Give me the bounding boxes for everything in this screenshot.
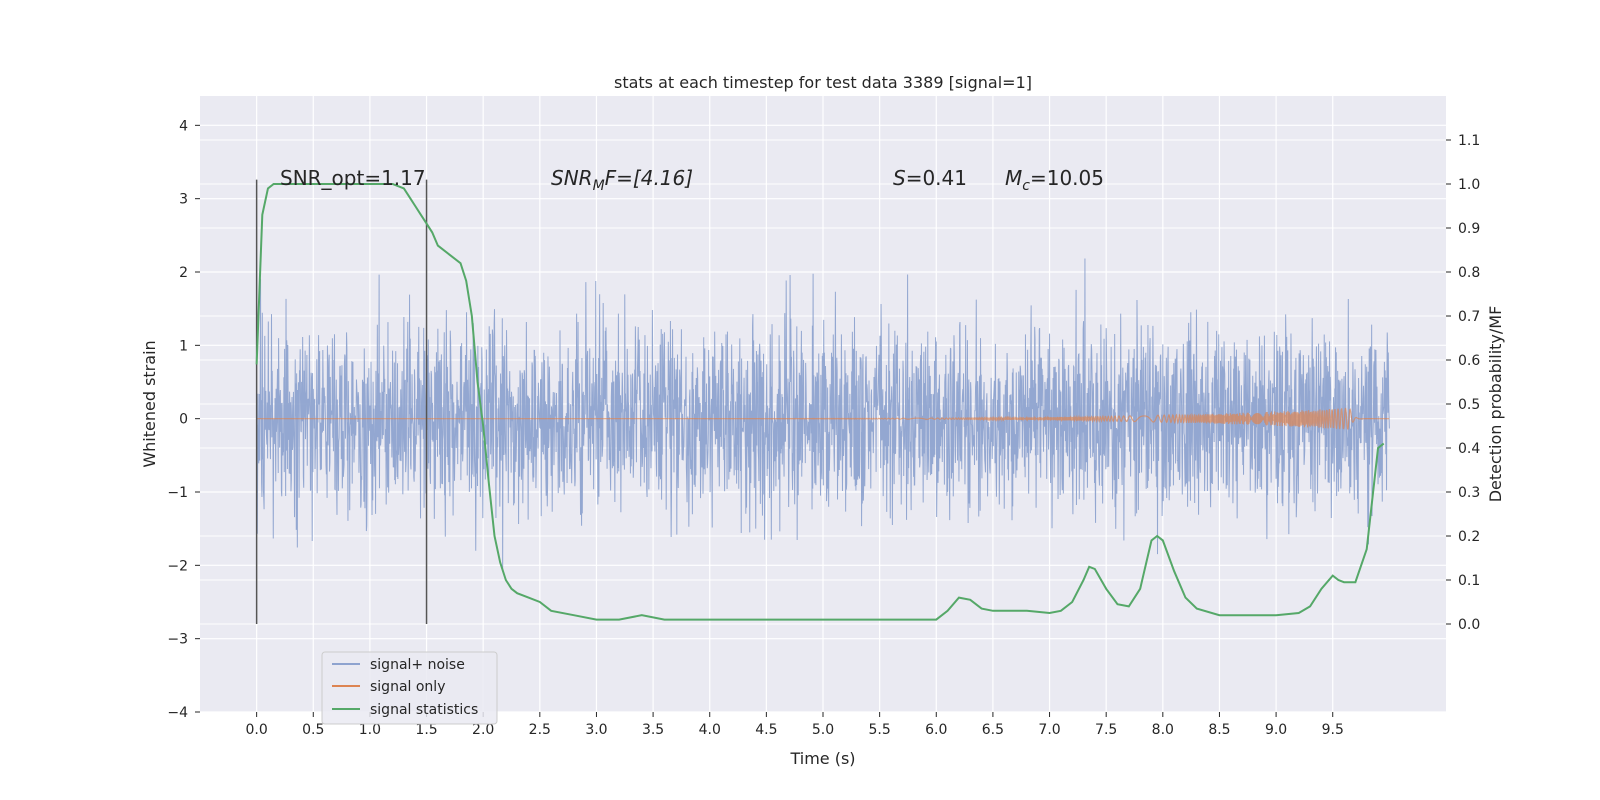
x-axis-label: Time (s) (789, 749, 855, 768)
x-tick-label: 6.0 (925, 722, 947, 738)
y-right-tick-label: 1.1 (1458, 133, 1480, 149)
annotation-s-symbol: S (893, 166, 906, 190)
x-tick-label: 1.5 (415, 722, 437, 738)
annotation-snr-mf: SNRMF=[4.16] (551, 166, 693, 194)
x-tick-label: 2.0 (472, 722, 494, 738)
y-right-tick-label: 0.2 (1458, 529, 1480, 545)
y-right-tick-label: 1.0 (1458, 177, 1480, 193)
x-tick-label: 5.5 (869, 722, 891, 738)
noise-trace (256, 258, 1390, 570)
ticks: 0.0 0.5 1.0 1.5 2.0 2.5 3.0 3.5 4.0 4.5 5.0 5.5 6.0 6… (167, 118, 1480, 738)
y-axis-label: Whitened strain (140, 340, 159, 467)
x-tick-label: 9.0 (1265, 722, 1287, 738)
annotation-mc-value: =10.05 (1030, 166, 1104, 190)
legend-label-stats: signal statistics (370, 702, 478, 718)
legend-label-noise: signal+ noise (370, 657, 465, 673)
x-tick-label: 8.0 (1152, 722, 1174, 738)
legend: signal+ noise signal only signal statist… (321, 651, 498, 725)
x-tick-label: 7.5 (1095, 722, 1117, 738)
annotation-snr-mf-subscript: M (593, 178, 605, 194)
x-tick-label: 1.0 (359, 722, 381, 738)
annotation-mc-symbol: M (1005, 166, 1022, 190)
signal-trace (256, 407, 1390, 430)
x-tick-label: 5.0 (812, 722, 834, 738)
y-tick-label: 3 (179, 192, 188, 208)
vertical-markers (255, 179, 428, 624)
x-tick-label: 3.5 (642, 722, 664, 738)
y-right-tick-label: 0.4 (1458, 441, 1480, 457)
chart-title: stats at each timestep for test data 338… (614, 73, 1032, 92)
legend-label-signal: signal only (370, 679, 445, 695)
y-tick-label: −3 (167, 632, 188, 648)
annotation-snr-mf-value: F=[4.16] (605, 166, 693, 190)
x-tick-label: 3.0 (585, 722, 607, 738)
stats-series (255, 183, 1385, 621)
stats-line (255, 183, 1385, 621)
y-tick-label: −4 (167, 705, 188, 721)
y-tick-label: 2 (179, 265, 188, 281)
x-tick-label: 7.0 (1038, 722, 1060, 738)
y-right-tick-label: 0.8 (1458, 265, 1480, 281)
y-tick-label: 4 (179, 118, 188, 134)
noise-series (256, 258, 1390, 570)
x-tick-label: 0.0 (246, 722, 268, 738)
x-tick-label: 8.5 (1208, 722, 1230, 738)
y-right-tick-label: 0.0 (1458, 617, 1480, 633)
annotation-mc-subscript: c (1022, 178, 1030, 194)
y-right-tick-label: 0.9 (1458, 221, 1480, 237)
y-right-tick-label: 0.3 (1458, 485, 1480, 501)
signal-series (256, 407, 1390, 430)
y-right-tick-label: 0.1 (1458, 573, 1480, 589)
y-right-tick-label: 0.7 (1458, 309, 1480, 325)
x-tick-label: 9.5 (1322, 722, 1344, 738)
x-tick-label: 4.5 (755, 722, 777, 738)
annotation-s: S=0.41 (893, 166, 967, 190)
legend-box (321, 651, 498, 725)
y-axis-label-right: Detection probability/MF (1486, 306, 1505, 503)
y-tick-label: −2 (167, 558, 188, 574)
annotation-snr-opt: SNR_opt=1.17 (280, 166, 426, 190)
annotation-snr-mf-symbol: SNR (551, 166, 593, 190)
annotation-mc: Mc=10.05 (1005, 166, 1104, 194)
x-tick-label: 2.5 (529, 722, 551, 738)
y-right-tick-label: 0.6 (1458, 353, 1480, 369)
x-tick-label: 6.5 (982, 722, 1004, 738)
y-tick-label: 1 (179, 338, 188, 354)
x-tick-label: 0.5 (302, 722, 324, 738)
y-tick-label: 0 (179, 412, 188, 428)
x-tick-label: 4.0 (699, 722, 721, 738)
y-right-tick-label: 0.5 (1458, 397, 1480, 413)
annotation-s-value: =0.41 (906, 166, 967, 190)
y-tick-label: −1 (167, 485, 188, 501)
